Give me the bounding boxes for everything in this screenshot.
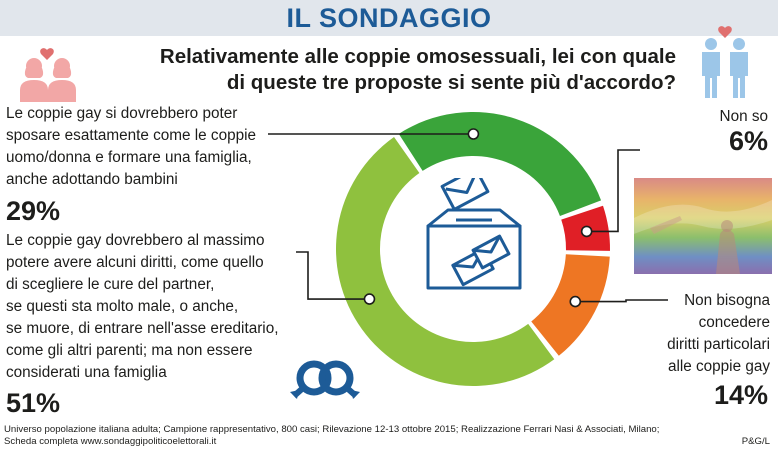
option-2-value: 51% xyxy=(6,388,61,418)
option-1-line-2: sposare esattamente come le coppie xyxy=(6,127,256,144)
option-4-label: Non bisogna concedere diritti particolar… xyxy=(667,290,770,378)
option-1-line-1: Le coppie gay si dovrebbero poter xyxy=(6,105,238,122)
men-couple-icon xyxy=(702,26,748,98)
option-2-line-6: come gli altri parenti; ma non essere xyxy=(6,342,253,359)
donut-slice-1 xyxy=(398,112,602,216)
option-4-line-1: Non bisogna xyxy=(684,292,770,309)
question-text: Relativamente alle coppie omosessuali, l… xyxy=(100,44,676,96)
leader-lines xyxy=(268,128,668,308)
donut-group xyxy=(335,112,610,387)
option-3-line-1: Non so xyxy=(719,108,768,125)
question-line-2: di queste tre proposte si sente più d'ac… xyxy=(226,71,676,94)
donut-slice-3 xyxy=(531,254,610,356)
footer-credit: P&G/L xyxy=(741,436,770,447)
option-2-label: Le coppie gay dovrebbero al massimo pote… xyxy=(6,230,336,384)
page-title: IL SONDAGGIO xyxy=(286,3,492,33)
option-2-line-4: se questi sta molto male, o anche, xyxy=(6,298,239,315)
footer-line-2: Scheda completa www.sondaggipoliticoelet… xyxy=(4,436,217,447)
leader-line-3 xyxy=(575,299,668,303)
leader-dot-4 xyxy=(363,293,376,305)
option-4-line-4: alle coppie gay xyxy=(667,358,770,375)
option-3-value: 6% xyxy=(728,126,768,156)
option-4-value: 14% xyxy=(713,380,768,410)
women-couple-icon xyxy=(20,48,76,102)
option-2-line-1: Le coppie gay dovrebbero al massimo xyxy=(6,232,265,249)
option-2-line-3: di scegliere le cure del partner, xyxy=(6,276,215,293)
option-1-line-3: uomo/donna e formare una famiglia, xyxy=(6,149,252,166)
male-symbols-icon xyxy=(290,360,360,399)
footer-source: Universo popolazione italiana adulta; Ca… xyxy=(4,424,704,448)
option-4-line-3: diritti particolari xyxy=(667,336,770,353)
option-1-label: Le coppie gay si dovrebbero poter sposar… xyxy=(6,103,336,191)
rainbow-flag-photo xyxy=(634,178,772,274)
question-line-1: Relativamente alle coppie omosessuali, l… xyxy=(159,45,676,68)
option-3-label: Non so xyxy=(720,106,768,128)
option-1-line-4: anche adottando bambini xyxy=(6,171,178,188)
leader-dot-2 xyxy=(580,225,593,238)
leader-dot-1 xyxy=(467,128,480,140)
option-2-line-7: considerati una famiglia xyxy=(6,364,167,381)
option-1-value: 29% xyxy=(6,196,61,226)
footer-line-1: Universo popolazione italiana adulta; Ca… xyxy=(4,424,660,435)
donut-slice-4 xyxy=(335,137,555,387)
option-4-line-2: concedere xyxy=(698,314,770,331)
leader-line-4 xyxy=(296,251,370,300)
option-2-line-2: potere avere alcuni diritti, come quello xyxy=(6,254,264,271)
ballot-box-icon xyxy=(426,178,522,290)
leader-line-2 xyxy=(586,149,640,233)
header-bar: IL SONDAGGIO xyxy=(0,0,778,36)
option-2-line-5: se muore, di entrare nell'asse ereditari… xyxy=(6,320,279,337)
leader-dot-3 xyxy=(569,295,582,308)
